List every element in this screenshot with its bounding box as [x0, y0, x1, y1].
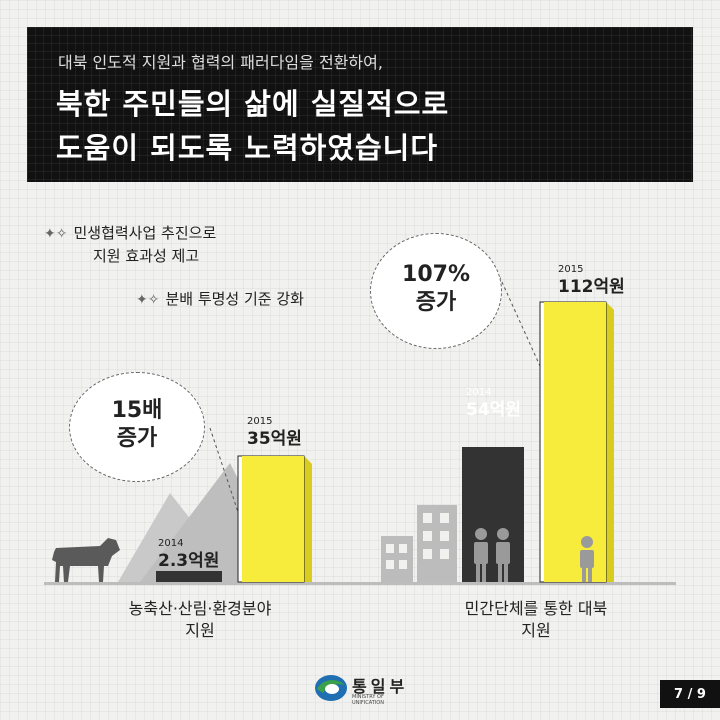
bar-value: 2.3억원 [158, 551, 220, 571]
bar-value: 54억원 [466, 400, 521, 420]
note-2: ✦✧ 분배 투명성 기준 강화 [136, 288, 304, 311]
people-icon [474, 528, 510, 582]
bar-1-2015 [242, 456, 304, 582]
bar-year: 2014 [158, 538, 184, 549]
bar-value: 112억원 [558, 277, 625, 297]
callout-label: 증가 [415, 290, 457, 315]
logo-subtext: MINISTRY OF UNIFICATION [352, 694, 384, 706]
bar-label-2-2014: 2014 54억원 [466, 387, 521, 421]
caption-line1: 민간단체를 통한 대북 [464, 599, 608, 618]
callout-value: 15배 [111, 398, 163, 423]
ground-line [44, 582, 676, 585]
logo-text: 통일부 [352, 677, 409, 696]
bar-value: 35억원 [247, 429, 302, 449]
callout-connector [496, 270, 541, 367]
bar-2-2015 [544, 302, 606, 582]
sparkle-icon: ✦✧ [44, 226, 68, 242]
header-title-line1: 북한 주민들의 삶에 실질적으로 [56, 87, 450, 121]
bar-side [304, 456, 312, 582]
page-indicator: 7 / 9 [660, 680, 720, 708]
bar-label-2-2015: 2015 112억원 [558, 264, 625, 298]
bar-year: 2015 [247, 416, 273, 427]
person-icon [580, 536, 594, 582]
note-1: ✦✧ 민생협력사업 추진으로 지원 효과성 제고 [44, 222, 216, 267]
caption-line2: 지원 [521, 621, 551, 640]
caption-line1: 농축산·산림·환경분야 [128, 599, 272, 618]
header-banner: 대북 인도적 지원과 협력의 패러다임을 전환하여, 북한 주민들의 삶에 실질… [27, 27, 693, 182]
building-icon [381, 505, 457, 582]
callout-label: 증가 [116, 426, 158, 451]
bar-1-2014 [156, 571, 222, 582]
caption-line2: 지원 [185, 621, 215, 640]
header-subtitle: 대북 인도적 지원과 협력의 패러다임을 전환하여, [58, 53, 383, 72]
bar-2-2014 [462, 447, 524, 582]
bar-side [606, 302, 614, 582]
chart-caption-2: 민간단체를 통한 대북 지원 [426, 598, 646, 642]
logo-emblem-icon [315, 675, 347, 701]
ministry-logo: 통일부 MINISTRY OF UNIFICATION [314, 670, 414, 710]
callout-bubble-1: 15배 증가 [69, 372, 205, 482]
bar-label-1-2014: 2014 2.3억원 [158, 538, 219, 572]
bar-year: 2014 [466, 387, 492, 398]
callout-bubble-2: 107% 증가 [370, 233, 502, 349]
cow-icon [52, 538, 120, 582]
header-title-line2: 도움이 되도록 노력하였습니다 [56, 131, 439, 165]
note-1-line2: 지원 효과성 제고 [93, 247, 200, 265]
note-2-line1: 분배 투명성 기준 강화 [165, 290, 304, 308]
bar-year: 2015 [558, 264, 584, 275]
sparkle-icon: ✦✧ [136, 292, 160, 308]
chart-caption-1: 농축산·산림·환경분야 지원 [90, 598, 310, 642]
bar-label-1-2015: 2015 35억원 [247, 416, 302, 450]
callout-value: 107% [402, 262, 470, 287]
note-1-line1: 민생협력사업 추진으로 [73, 224, 217, 242]
